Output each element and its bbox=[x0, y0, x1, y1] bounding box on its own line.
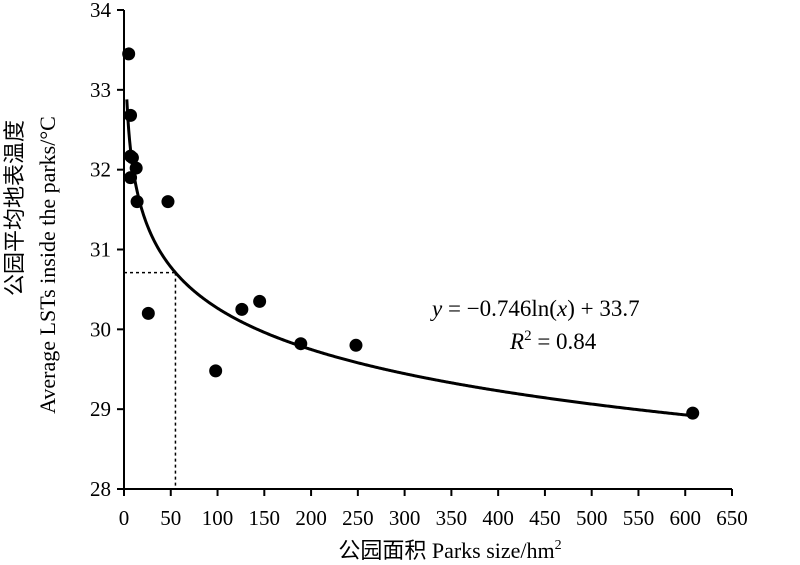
y-tick-label: 30 bbox=[90, 317, 111, 341]
fit-curve bbox=[125, 99, 695, 418]
y-tick-label: 28 bbox=[90, 477, 111, 501]
fit-equation: y = −0.746ln(x) + 33.7 R2 = 0.84 bbox=[430, 296, 640, 354]
y-tick-label: 33 bbox=[90, 78, 111, 102]
x-tick-label: 250 bbox=[342, 506, 374, 530]
y-ticks: 28 29 30 31 32 33 34 bbox=[90, 0, 124, 501]
x-tick-label: 650 bbox=[716, 506, 748, 530]
x-tick-label: 600 bbox=[669, 506, 701, 530]
data-point bbox=[124, 171, 138, 185]
x-tick-label: 0 bbox=[119, 506, 130, 530]
x-ticks: 0 50 100 150 200 250 300 350 400 450 500 550 600 650 bbox=[119, 489, 748, 530]
data-point bbox=[130, 195, 144, 209]
data-points bbox=[122, 47, 700, 420]
reference-lines bbox=[124, 271, 177, 489]
x-tick-label: 550 bbox=[623, 506, 655, 530]
y-tick-label: 29 bbox=[90, 397, 111, 421]
data-point bbox=[235, 302, 249, 316]
data-point bbox=[253, 294, 267, 308]
x-tick-label: 50 bbox=[160, 506, 181, 530]
svg-text:y = −0.746ln(x) + 33.7: y = −0.746ln(x) + 33.7 bbox=[430, 296, 640, 321]
x-tick-label: 450 bbox=[529, 506, 561, 530]
data-point bbox=[686, 406, 700, 420]
equation-rhs: ) + 33.7 bbox=[567, 296, 639, 321]
x-tick-label: 300 bbox=[389, 506, 421, 530]
data-point bbox=[124, 108, 138, 122]
data-point bbox=[125, 151, 139, 165]
x-tick-label: 400 bbox=[482, 506, 514, 530]
x-axis-title-text: 公园面积 Parks size/hm bbox=[338, 538, 554, 563]
data-point bbox=[141, 306, 155, 320]
y-tick-label: 34 bbox=[90, 0, 112, 22]
y-axis-title-zh: 公园平均地表温度 bbox=[2, 120, 27, 296]
r2-value: = 0.84 bbox=[532, 329, 597, 354]
svg-text:R2 = 0.84: R2 = 0.84 bbox=[509, 328, 597, 354]
x-tick-label: 200 bbox=[295, 506, 327, 530]
x-tick-label: 150 bbox=[249, 506, 281, 530]
x-tick-label: 350 bbox=[436, 506, 468, 530]
plot-area: 0 50 100 150 200 250 300 350 400 450 500 550 600 650 … bbox=[90, 0, 748, 530]
r2-superscript: 2 bbox=[524, 328, 532, 344]
x-tick-label: 500 bbox=[576, 506, 608, 530]
data-point bbox=[209, 364, 223, 378]
y-tick-label: 32 bbox=[90, 158, 111, 182]
x-axis-title-superscript: 2 bbox=[555, 538, 562, 553]
data-point bbox=[161, 195, 175, 209]
y-tick-label: 31 bbox=[90, 238, 111, 262]
x-tick-label: 100 bbox=[202, 506, 234, 530]
data-point bbox=[294, 337, 308, 351]
data-point bbox=[129, 161, 143, 175]
equation-mid: = −0.746ln( bbox=[442, 296, 557, 321]
equation-var: x bbox=[556, 296, 568, 321]
data-point bbox=[122, 47, 136, 61]
y-axis-title-en: Average LSTs inside the parks/°C bbox=[35, 116, 60, 414]
x-axis-title: 公园面积 Parks size/hm2 bbox=[338, 538, 561, 563]
r2-label: R bbox=[509, 329, 524, 354]
equation-lhs: y bbox=[430, 296, 443, 321]
data-point bbox=[349, 338, 363, 352]
